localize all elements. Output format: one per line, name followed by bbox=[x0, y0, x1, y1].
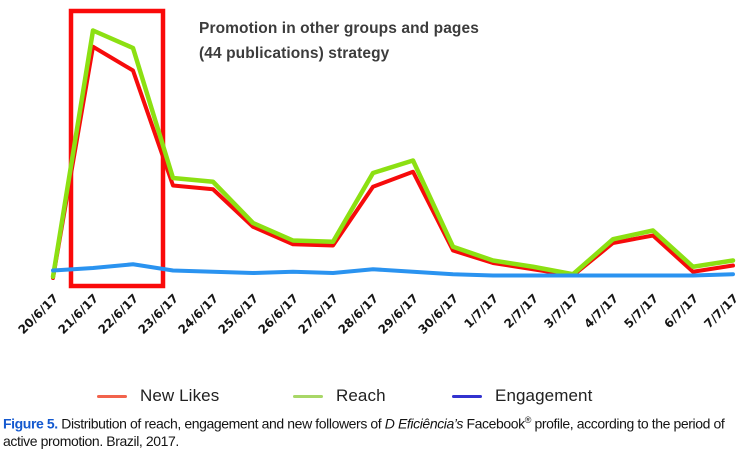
legend-swatch-engagement bbox=[452, 394, 482, 398]
chart-annotation-line2: (44 publications) strategy bbox=[199, 45, 390, 62]
legend-label: Reach bbox=[336, 386, 386, 405]
figure-number-label: Figure 5. bbox=[3, 415, 58, 432]
series-line-reach bbox=[50, 28, 736, 279]
x-axis-tick-label: 2/7/17 bbox=[501, 291, 541, 331]
legend-item-reach: Reach bbox=[293, 384, 386, 408]
registered-trademark-symbol: ® bbox=[524, 415, 532, 425]
legend-label: Engagement bbox=[495, 386, 593, 405]
x-axis-tick-label: 27/6/17 bbox=[296, 291, 342, 337]
x-axis-tick-label: 3/7/17 bbox=[541, 291, 581, 331]
chart-annotation: Promotion in other groups and pages (44 … bbox=[199, 16, 479, 66]
x-axis-tick-label: 1/7/17 bbox=[461, 291, 501, 331]
caption-text-1: Distribution of reach, engagement and ne… bbox=[57, 415, 385, 432]
legend-item-new-likes: New Likes bbox=[97, 384, 219, 408]
line-chart: 20/6/1721/6/1722/6/1723/6/1724/6/1725/6/… bbox=[16, 8, 741, 337]
x-axis-tick-label: 29/6/17 bbox=[376, 291, 422, 337]
caption-text-2: Facebook bbox=[462, 415, 525, 432]
x-axis-tick-label: 5/7/17 bbox=[621, 291, 661, 331]
x-axis-tick-label: 28/6/17 bbox=[336, 291, 382, 337]
caption-profile-name: D Eficiência’s bbox=[384, 415, 464, 432]
x-axis-tick-label: 7/7/17 bbox=[701, 291, 741, 331]
x-axis-tick-label: 26/6/17 bbox=[256, 291, 302, 337]
x-axis-tick-label: 20/6/17 bbox=[16, 291, 62, 337]
x-axis-tick-label: 25/6/17 bbox=[216, 291, 262, 337]
x-axis-tick-label: 23/6/17 bbox=[136, 291, 182, 337]
legend-item-engagement: Engagement bbox=[452, 384, 592, 408]
x-axis-tick-label: 22/6/17 bbox=[96, 291, 142, 337]
highlight-rectangle bbox=[68, 8, 166, 289]
figure-caption: Figure 5. Distribution of reach, engagem… bbox=[3, 412, 748, 451]
caption-text-3: profile, according to the period of acti… bbox=[3, 415, 725, 450]
legend-label: New Likes bbox=[140, 386, 220, 405]
x-axis-tick-label: 4/7/17 bbox=[581, 291, 621, 331]
series-line-new-likes bbox=[51, 44, 735, 280]
chart-legend: New Likes Reach Engagement bbox=[0, 384, 750, 410]
legend-swatch-new-likes bbox=[97, 394, 127, 398]
chart-annotation-line1: Promotion in other groups and pages bbox=[199, 20, 479, 37]
x-axis-tick-label: 24/6/17 bbox=[176, 291, 222, 337]
x-axis-tick-label: 30/6/17 bbox=[416, 291, 462, 337]
series-line-engagement bbox=[51, 262, 735, 278]
x-axis-tick-label: 6/7/17 bbox=[661, 291, 701, 331]
x-axis-tick-label: 21/6/17 bbox=[56, 291, 102, 337]
legend-swatch-reach bbox=[293, 394, 323, 398]
